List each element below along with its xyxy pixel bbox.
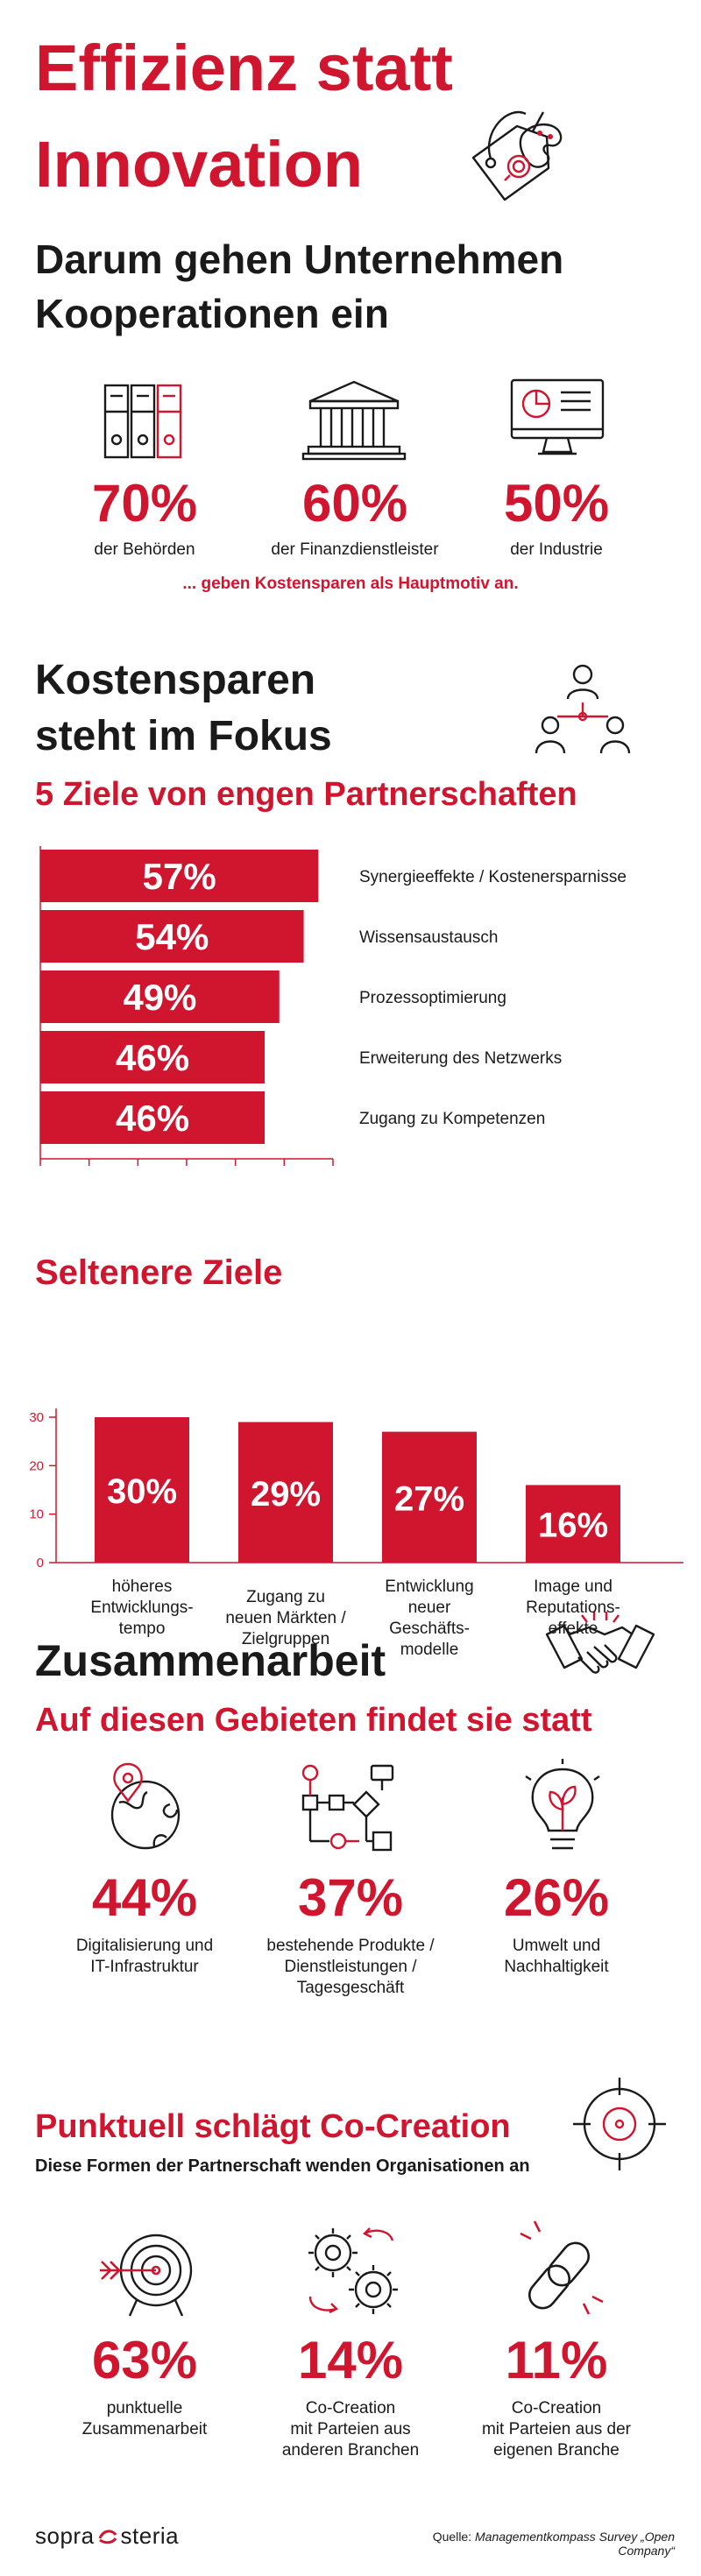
y-tick-label: 20 <box>29 1458 44 1473</box>
logo-swoosh-icon <box>98 2530 117 2544</box>
bar <box>526 1485 620 1563</box>
rare-category-label: Entwicklung neuer Geschäfts- modelle <box>385 1577 474 1659</box>
bar <box>95 1417 189 1563</box>
motive-label-finance: der Finanzdienstleister <box>271 540 439 559</box>
bar-value-label: 54% <box>135 916 209 957</box>
y-tick-label: 0 <box>37 1556 44 1570</box>
bar <box>40 1091 266 1144</box>
chain-link-icon <box>520 2220 604 2315</box>
collab-heading: Zusammenarbeit <box>35 1636 386 1685</box>
cocreation-label-own-industry: Co-Creation mit Parteien aus der eigenen… <box>481 2399 632 2460</box>
monitor-chart-icon <box>510 378 605 455</box>
focus-subheading: 5 Ziele von engen Partnerschaften <box>35 776 577 813</box>
bar-value-label: 16% <box>538 1507 608 1545</box>
bar-category-label: Synergieeffekte / Kostenersparnisse <box>359 868 627 886</box>
bar-category-label: Erweiterung des Netzwerks <box>359 1049 562 1068</box>
y-tick-label: 30 <box>29 1410 44 1425</box>
collab-subheading: Auf diesen Gebieten findet sie statt <box>35 1702 592 1739</box>
bar-value-label: 46% <box>116 1097 189 1139</box>
handshake-icon <box>545 1612 655 1674</box>
collab-label-environment: Umwelt und Nachhaltigkeit <box>504 1937 609 1976</box>
focus-heading-line2: steht im Fokus <box>35 713 332 759</box>
main-title-line1: Effizienz statt <box>35 32 453 104</box>
bar-value-label: 27% <box>394 1479 464 1518</box>
cocreation-subheading: Diese Formen der Partnerschaft wenden Or… <box>35 2156 530 2176</box>
bar-value-label: 29% <box>251 1475 321 1514</box>
collab-value-environment: 26% <box>503 1868 610 1927</box>
cocreation-heading: Punktuell schlägt Co-Creation <box>35 2108 511 2145</box>
motive-value-industry: 50% <box>503 474 610 533</box>
bar <box>382 1431 477 1563</box>
rare-heading: Seltenere Ziele <box>35 1253 283 1292</box>
subtitle-line1: Darum gehen Unternehmen <box>35 236 564 282</box>
rare-category-label: höheres Entwicklungs- tempo <box>90 1577 194 1638</box>
globe-pin-icon <box>110 1762 181 1850</box>
rare-category-label: Image und Reputations- effekte <box>526 1577 620 1638</box>
main-title-line2: Innovation <box>35 128 364 201</box>
rare-category-label: Zugang zu neuen Märkten / Zielgruppen <box>225 1588 346 1648</box>
lightbulb-leaf-icon <box>525 1759 600 1850</box>
collab-value-products: 37% <box>297 1868 404 1927</box>
motives-note: ... geben Kostensparen als Hauptmotiv an… <box>182 575 519 593</box>
motive-value-finance: 60% <box>301 474 408 533</box>
cocreation-value-other-industries: 14% <box>297 2331 404 2389</box>
bar-value-label: 30% <box>107 1472 177 1511</box>
subtitle-line2: Kooperationen ein <box>35 291 389 336</box>
collab-label-digital: Digitalisierung und IT-Infrastruktur <box>75 1937 214 1976</box>
bar-value-label: 46% <box>116 1037 189 1078</box>
logo-text-sopra: sopra <box>35 2522 95 2549</box>
target-arrow-icon <box>100 2234 193 2317</box>
motive-value-authorities: 70% <box>91 474 198 533</box>
bar-value-label: 57% <box>143 856 216 897</box>
cocreation-label-other-industries: Co-Creation mit Parteien aus anderen Bra… <box>281 2399 420 2460</box>
goals-bar-chart: 010203040506057%Synergieeffekte / Kosten… <box>39 846 627 1166</box>
sopra-steria-logo: sopra steria <box>35 2523 179 2549</box>
bar-category-label: Zugang zu Kompetenzen <box>359 1110 545 1128</box>
flowchart-icon <box>301 1764 394 1852</box>
rare-goals-bar-chart: 0 10 20 30 30% 29% 27% 16% <box>29 1408 683 1570</box>
cocreation-value-own-industry: 11% <box>505 2331 608 2389</box>
cocreation-label-punctual: punktuelle Zusammenarbeit <box>81 2399 208 2438</box>
innovation-tag-icon <box>471 110 563 201</box>
bar-value-label: 49% <box>123 977 196 1018</box>
bar <box>40 1031 266 1083</box>
folders-icon <box>103 384 182 459</box>
bar-category-label: Wissensaustausch <box>359 928 498 947</box>
bar <box>40 850 319 902</box>
motive-label-authorities: der Behörden <box>94 540 195 559</box>
gears-icon <box>308 2227 398 2314</box>
logo-text-steria: steria <box>120 2522 180 2549</box>
crosshair-icon <box>573 2078 666 2170</box>
bar-category-label: Prozessoptimierung <box>359 989 506 1007</box>
collab-label-products: bestehende Produkte / Dienstleistungen /… <box>266 1937 435 1997</box>
bank-icon <box>301 380 407 461</box>
team-network-icon <box>535 664 631 754</box>
cocreation-value-punctual: 63% <box>91 2331 198 2389</box>
y-tick-label: 10 <box>29 1507 44 1522</box>
bar <box>40 970 280 1023</box>
source-note: Quelle: Managementkompass Survey „Open C… <box>432 2530 675 2558</box>
bar <box>40 910 304 963</box>
motive-label-industry: der Industrie <box>510 540 603 559</box>
collab-value-digital: 44% <box>91 1868 198 1927</box>
focus-heading-line1: Kostensparen <box>35 657 316 703</box>
bar <box>238 1422 333 1563</box>
